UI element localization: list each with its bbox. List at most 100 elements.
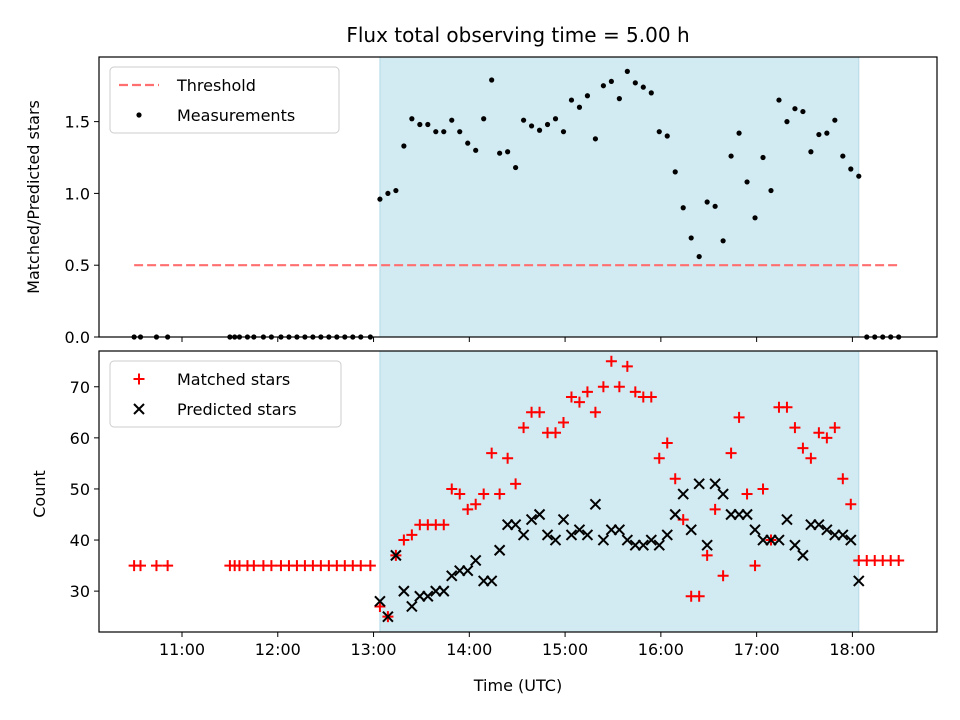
measurement-point — [680, 205, 686, 211]
matched-stars-point — [693, 590, 705, 602]
matched-stars-point — [709, 503, 721, 515]
measurement-point — [840, 153, 846, 159]
measurement-point — [648, 90, 654, 96]
measurement-point — [768, 187, 774, 194]
matched-stars-point — [265, 560, 277, 572]
predicted-stars-point — [613, 524, 626, 536]
measurement-point — [441, 129, 447, 135]
predicted-stars-point — [374, 595, 386, 608]
matched-stars-point — [605, 355, 617, 367]
predicted-stars-point — [597, 534, 610, 546]
x-axis-label: Time (UTC) — [473, 676, 562, 695]
predicted-stars-point — [557, 513, 570, 526]
predicted-stars-point — [485, 575, 498, 587]
matched-stars-point — [462, 503, 474, 515]
predicted-stars-point — [549, 534, 562, 546]
matched-stars-point — [446, 483, 458, 495]
matched-stars-point — [355, 560, 367, 572]
matched-stars-point — [550, 427, 562, 439]
predicted-stars-point — [573, 524, 586, 536]
matched-stars-point — [653, 452, 665, 464]
legend: Matched stars Predicted stars — [109, 360, 342, 428]
predicted-stars-point — [773, 534, 785, 546]
legend-swatch-matched — [133, 373, 145, 385]
measurement-point — [720, 238, 726, 244]
measurement-point — [848, 166, 854, 172]
predicted-stars-point — [637, 539, 650, 551]
predicted-stars-point — [541, 529, 554, 541]
measurement-point — [560, 129, 567, 135]
legend-entry: Matched stars — [133, 370, 290, 389]
measurement-point — [568, 97, 575, 103]
measurement-point — [616, 96, 622, 102]
x-tick-label: 17:00 — [734, 640, 780, 659]
predicted-stars-point — [797, 549, 809, 562]
predicted-stars-point — [621, 534, 634, 546]
measurement-point — [449, 117, 455, 123]
measurement-point — [816, 131, 822, 138]
legend-label: Matched stars — [177, 370, 290, 389]
measurement-point — [536, 127, 543, 133]
predicted-stars-point — [717, 488, 729, 500]
predicted-stars-point — [581, 529, 594, 541]
predicted-stars-point — [398, 585, 410, 597]
measurement-point — [696, 253, 702, 260]
matched-stars-point — [613, 381, 625, 393]
legend-box — [109, 360, 342, 428]
matched-stars-point — [502, 452, 514, 464]
predicted-stars-point — [533, 508, 546, 521]
matched-stars-point — [621, 360, 633, 372]
matched-stars-point — [454, 488, 466, 500]
measurement-point — [704, 199, 710, 205]
top-y-axis-label: Matched/Predicted stars — [24, 100, 43, 294]
measurement-point — [688, 235, 694, 241]
matched-stars-point — [518, 422, 530, 434]
y-tick-label: 60 — [70, 429, 90, 448]
measurement-point — [513, 164, 519, 171]
predicted-stars-point — [837, 529, 849, 541]
x-tick-label: 16:00 — [638, 640, 684, 659]
y-tick-label: 70 — [70, 378, 90, 397]
measurement-point — [409, 116, 415, 122]
measurement-point — [784, 119, 790, 125]
measurement-point — [656, 129, 662, 135]
matched-stars-point — [534, 406, 546, 418]
matched-stars-point — [789, 422, 801, 434]
measurement-point — [760, 154, 766, 161]
predicted-stars-point — [669, 508, 681, 521]
measurement-point — [497, 150, 503, 156]
shaded-span — [379, 56, 860, 338]
measurement-point — [632, 80, 638, 86]
predicted-stars-point — [653, 539, 665, 551]
matched-stars-point — [374, 600, 386, 612]
predicted-stars-point — [813, 519, 825, 531]
predicted-stars-point — [701, 539, 713, 551]
matched-stars-point — [581, 386, 593, 398]
matched-stars-point — [398, 534, 410, 546]
matched-stars-point — [749, 560, 761, 572]
predicted-stars-point — [509, 519, 522, 531]
measurement-point — [640, 84, 646, 90]
measurement-point — [712, 203, 718, 209]
matched-stars-point — [821, 432, 833, 444]
measurement-point — [808, 149, 814, 155]
predicted-stars-point — [462, 564, 474, 577]
matched-stars-point — [573, 396, 585, 408]
chart-title: Flux total observing time = 5.00 h — [346, 23, 689, 47]
axes-frame — [98, 350, 938, 633]
matched-stars-point — [661, 437, 673, 449]
predicted-stars-point — [493, 544, 506, 556]
measurement-point — [505, 149, 511, 155]
matched-stars-point — [757, 483, 769, 495]
x-tick-label: 11:00 — [159, 640, 205, 659]
predicted-stars-point — [749, 524, 761, 536]
predicted-stars-point — [422, 590, 434, 602]
matched-stars-point — [486, 447, 498, 459]
matched-stars-point — [565, 391, 577, 403]
measurement-point — [417, 121, 423, 128]
matched-stars-point — [478, 488, 490, 500]
matched-stars-point — [406, 529, 418, 541]
y-tick-label: 40 — [70, 531, 90, 550]
matched-stars-point — [701, 549, 713, 561]
